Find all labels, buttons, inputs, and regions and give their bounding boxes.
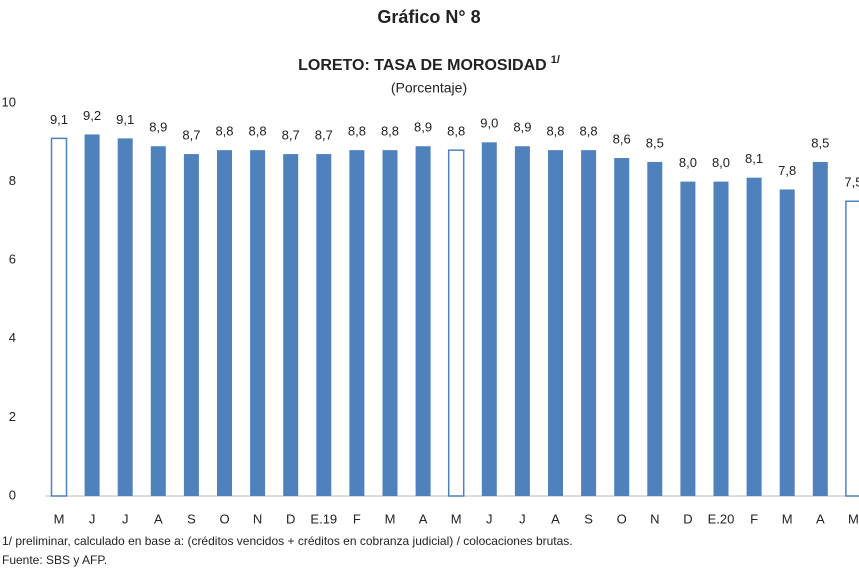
bar [746, 177, 762, 497]
x-tick-label: A [551, 511, 560, 526]
y-tick-label: 8 [9, 173, 16, 188]
value-label: 8,8 [215, 124, 233, 139]
bar [349, 150, 365, 496]
y-tick-label: 10 [2, 94, 16, 109]
y-tick-label: 0 [9, 487, 16, 502]
bar [283, 154, 299, 496]
value-label: 7,5 [844, 175, 859, 190]
bar [447, 149, 465, 497]
bar [845, 200, 859, 497]
bar [713, 181, 729, 496]
bar [150, 146, 166, 497]
footnote: 1/ preliminar, calculado en base a: (cré… [2, 534, 573, 548]
value-label: 8,8 [249, 124, 267, 139]
value-label: 9,0 [480, 116, 498, 131]
x-tick-label: S [584, 511, 593, 526]
subtitle-note: 1/ [551, 54, 560, 66]
value-label: 7,8 [778, 163, 796, 178]
bar [382, 150, 398, 496]
y-tick-label: 4 [9, 330, 16, 345]
x-tick-label: M [451, 511, 462, 526]
chart-title: Gráfico N° 8 [377, 7, 480, 27]
x-tick-label: J [122, 511, 129, 526]
x-tick-label: M [782, 511, 793, 526]
bar [548, 150, 563, 496]
bar [217, 150, 232, 496]
value-label: 8,6 [613, 131, 631, 146]
bar [84, 134, 100, 496]
x-tick-label: E.19 [310, 511, 337, 526]
bar [812, 161, 828, 496]
x-tick-label: M [848, 511, 859, 526]
value-label: 9,1 [116, 112, 134, 127]
x-tick-label: F [353, 511, 361, 526]
value-label: 8,5 [811, 135, 829, 150]
x-tick-label: S [187, 511, 196, 526]
unit-label: (Porcentaje) [391, 80, 467, 96]
value-label: 8,8 [580, 124, 598, 139]
bar [514, 146, 530, 497]
x-tick-label: O [219, 511, 229, 526]
value-label: 8,1 [745, 151, 763, 166]
bar [117, 138, 133, 496]
x-tick-label: A [154, 511, 163, 526]
x-tick-label: N [650, 511, 659, 526]
bar [481, 142, 497, 497]
value-label: 8,0 [712, 155, 730, 170]
bar [680, 181, 696, 496]
value-label: 9,1 [50, 112, 68, 127]
y-tick-label: 6 [9, 252, 16, 267]
value-label: 8,9 [414, 120, 432, 135]
value-label: 8,8 [348, 124, 366, 139]
value-label: 8,9 [513, 120, 531, 135]
subtitle-text: LORETO: TASA DE MOROSIDAD [298, 57, 547, 74]
bar [779, 189, 795, 496]
x-tick-label: D [683, 511, 692, 526]
value-label: 8,7 [182, 128, 200, 143]
x-tick-label: J [89, 511, 96, 526]
value-label: 9,2 [83, 108, 101, 123]
value-label: 8,0 [679, 155, 697, 170]
bar [415, 146, 431, 497]
x-tick-label: M [54, 511, 65, 526]
value-label: 8,9 [149, 120, 167, 135]
value-label: 8,8 [447, 124, 465, 139]
value-label: 8,8 [546, 124, 564, 139]
x-tick-label: M [385, 511, 396, 526]
chart-subtitle: LORETO: TASA DE MOROSIDAD 1/ [298, 54, 560, 74]
bar [50, 137, 68, 497]
value-label: 8,5 [646, 135, 664, 150]
x-tick-label: O [617, 511, 627, 526]
x-tick-label: F [750, 511, 758, 526]
y-tick-label: 2 [9, 409, 16, 424]
value-label: 8,8 [381, 124, 399, 139]
x-tick-label: D [286, 511, 295, 526]
bar [250, 150, 266, 496]
x-tick-label: J [486, 511, 493, 526]
value-label: 8,7 [282, 128, 300, 143]
bar [183, 154, 199, 496]
x-tick-label: A [816, 511, 825, 526]
bar [614, 158, 630, 496]
bar [316, 154, 332, 496]
x-tick-label: J [519, 511, 526, 526]
bar [647, 161, 663, 496]
x-tick-label: A [419, 511, 428, 526]
x-tick-label: N [253, 511, 262, 526]
x-tick-label: E.20 [708, 511, 735, 526]
value-label: 8,7 [315, 128, 333, 143]
source: Fuente: SBS y AFP. [2, 553, 107, 567]
bar [581, 150, 597, 496]
